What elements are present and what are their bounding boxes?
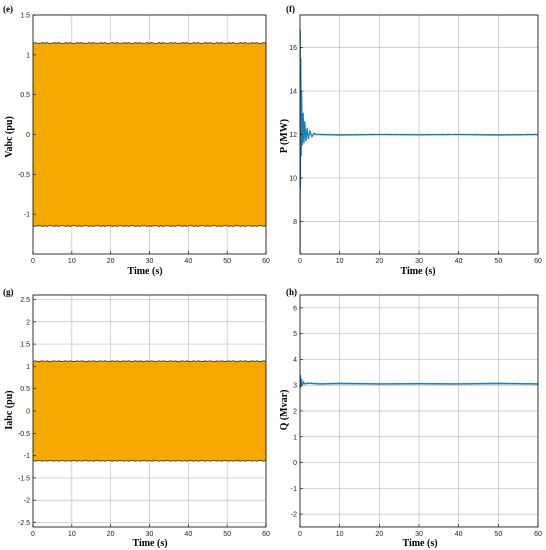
x-tick-label: 60 (262, 531, 270, 538)
y-tick-label: -1 (24, 212, 30, 219)
y-tick-label: -2 (291, 512, 297, 519)
y-tick-label: -0.5 (18, 172, 30, 179)
x-tick-label: 30 (146, 531, 154, 538)
x-tick-label: 0 (31, 531, 35, 538)
series-ripple (302, 121, 538, 145)
panel-label: (h) (286, 287, 297, 297)
panel-label: (e) (3, 4, 13, 14)
panel-label: (f) (286, 4, 295, 14)
band-upper-envelope (33, 360, 266, 362)
y-tick-label: 4 (293, 357, 297, 364)
x-tick-label: 10 (336, 258, 344, 265)
x-tick-label: 20 (375, 258, 383, 265)
y-tick-label: 10 (289, 175, 297, 182)
chart-panel-e: (e) Time (s) Vabc (pu) 0 10 20 30 40 50 60-1-0… (3, 4, 270, 277)
y-tick-label: 1.5 (20, 342, 30, 349)
y-tick-label: 2.5 (20, 297, 30, 304)
y-tick-label: 2 (26, 319, 30, 326)
x-axis-label: Time (s) (127, 266, 162, 277)
x-tick-label: 30 (415, 258, 423, 265)
x-tick-label: 50 (494, 531, 502, 538)
band-lower-envelope (33, 225, 266, 227)
x-tick-label: 10 (336, 531, 344, 538)
band-lower-envelope (33, 460, 266, 462)
y-axis-label: Q (Mvar) (279, 390, 290, 431)
oscillation-band (33, 42, 266, 227)
y-tick-label: 14 (289, 89, 297, 96)
y-tick-label: -1.5 (18, 475, 30, 482)
x-tick-label: 60 (262, 258, 270, 265)
y-tick-label: 0 (26, 409, 30, 416)
y-tick-label: 6 (293, 305, 297, 312)
series-group (300, 30, 538, 254)
x-tick-label: 40 (455, 531, 463, 538)
y-tick-label: -2 (24, 498, 30, 505)
chart-panel-h: (h) Time (s) Q (Mvar) 0 10 20 30 40 50 60 -2 -1 0… (279, 287, 542, 549)
band-upper-envelope (33, 42, 266, 44)
x-tick-label: 0 (298, 531, 302, 538)
x-tick-label: 60 (534, 531, 542, 538)
x-tick-label: 10 (68, 531, 76, 538)
y-tick-label: -2.5 (18, 520, 30, 527)
x-tick-label: 30 (415, 531, 423, 538)
x-tick-label: 50 (223, 258, 231, 265)
x-tick-label: 60 (534, 258, 542, 265)
y-tick-label: -1 (291, 486, 297, 493)
chart-panel-f: (f) Time (s) P (MW) 0 10 20 30 40 50 60 8 10 12 14… (279, 4, 542, 277)
x-tick-label: 50 (223, 531, 231, 538)
x-tick-label: 20 (107, 531, 115, 538)
y-tick-label: 8 (293, 219, 297, 226)
y-axis-label: P (MW) (279, 119, 290, 153)
x-tick-label: 20 (375, 531, 383, 538)
x-tick-label: 0 (31, 258, 35, 265)
y-axis-label: Iabc (pu) (4, 390, 15, 429)
y-tick-label: 0 (293, 460, 297, 467)
x-tick-label: 10 (68, 258, 76, 265)
x-tick-label: 40 (184, 531, 192, 538)
y-tick-label: 5 (293, 331, 297, 338)
y-tick-label: -0.5 (18, 431, 30, 438)
y-tick-label: 0.5 (20, 92, 30, 99)
y-tick-label: 12 (289, 132, 297, 139)
y-tick-label: 3 (293, 383, 297, 390)
y-tick-label: 0.5 (20, 386, 30, 393)
panel-label: (g) (3, 287, 14, 297)
y-tick-label: 1 (26, 364, 30, 371)
x-axis-label: Time (s) (400, 266, 435, 277)
y-tick-label: 1 (293, 434, 297, 441)
y-tick-label: 0 (26, 132, 30, 139)
x-axis-label: Time (s) (132, 538, 167, 549)
x-tick-label: 50 (494, 258, 502, 265)
series-group (33, 360, 266, 462)
y-tick-label: 16 (289, 45, 297, 52)
x-tick-label: 20 (107, 258, 115, 265)
oscillation-band (33, 361, 266, 461)
x-tick-label: 30 (146, 258, 154, 265)
series-group (300, 374, 538, 388)
x-tick-label: 40 (184, 258, 192, 265)
series-ripple (304, 381, 538, 386)
y-tick-label: -1 (24, 453, 30, 460)
y-tick-label: 1 (26, 52, 30, 59)
series-group (33, 42, 266, 227)
chart-panel-g: (g) Time (s) Iabc (pu) 0 10 20 30 40 50 60-2.5… (3, 287, 270, 549)
x-axis-label: Time (s) (402, 538, 437, 549)
y-tick-label: 2 (293, 409, 297, 416)
y-tick-label: 1.5 (20, 13, 30, 20)
x-tick-label: 0 (298, 258, 302, 265)
x-tick-label: 40 (455, 258, 463, 265)
y-axis-label: Vabc (pu) (4, 116, 15, 158)
